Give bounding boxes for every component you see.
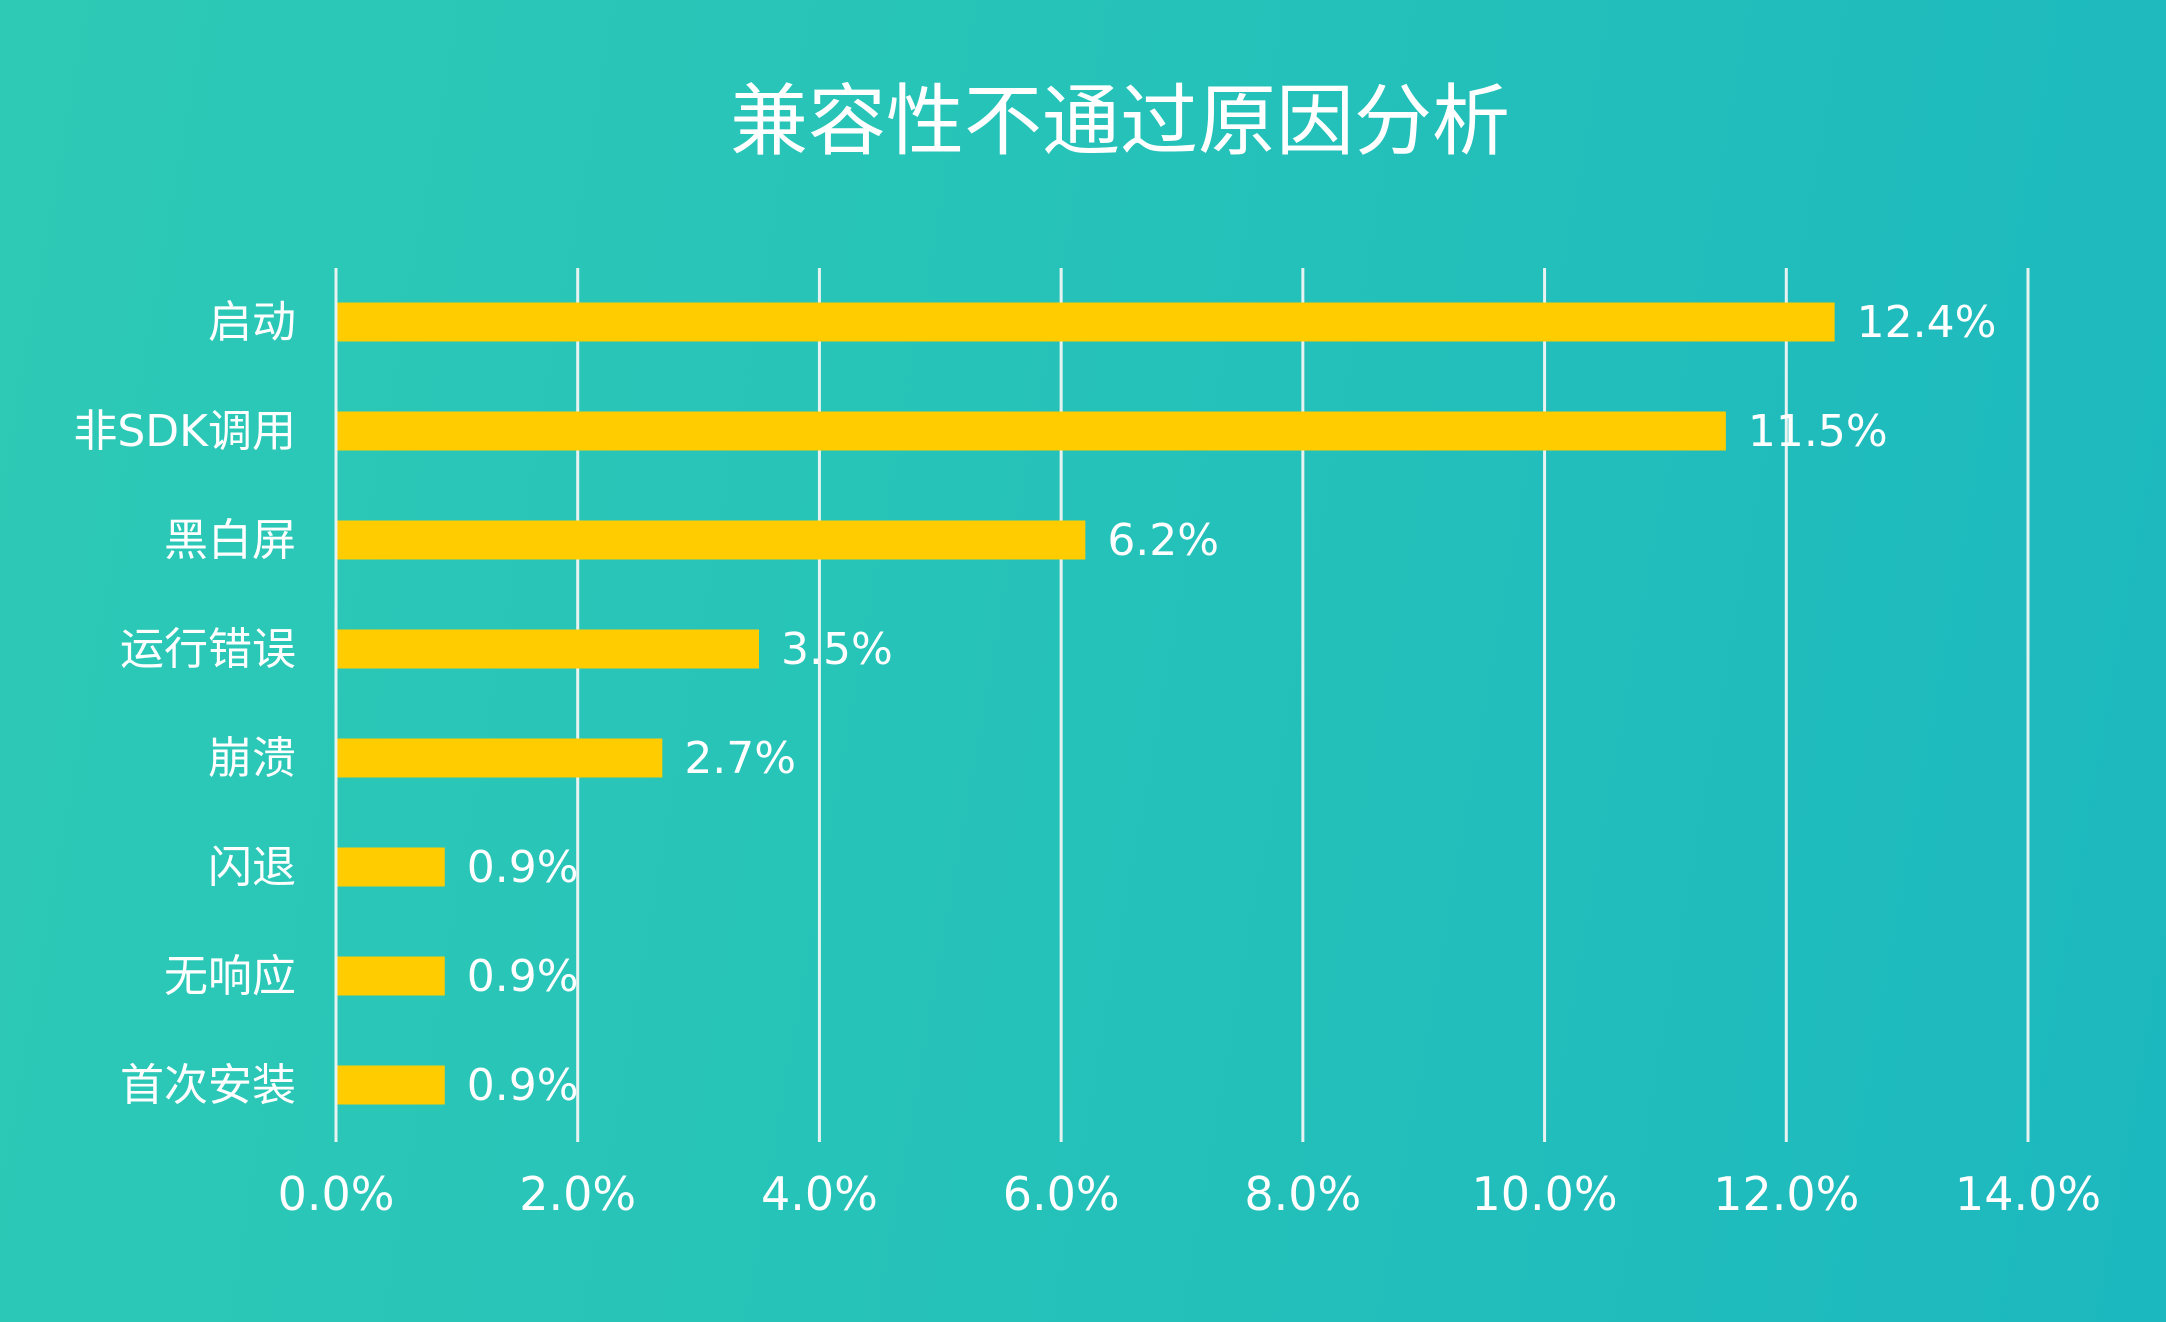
grid-lines: [334, 268, 2030, 1142]
x-axis-tick-labels: 0.0% 2.0% 4.0% 6.0% 8.0% 10.0% 12.0% 14.0%: [278, 1167, 2102, 1221]
value-label: 0.9%: [467, 1060, 579, 1111]
value-label: 6.2%: [1107, 515, 1219, 566]
category-label: 启动: [208, 297, 296, 348]
category-label: 崩溃: [208, 733, 296, 784]
bar: [337, 847, 445, 887]
value-label: 3.5%: [781, 624, 893, 675]
chart-title: 兼容性不通过原因分析: [730, 77, 1510, 167]
bar: [337, 302, 1835, 342]
value-labels: 12.4% 11.5% 6.2% 3.5% 2.7% 0.9% 0.9% 0.9%: [467, 297, 1997, 1111]
value-label: 0.9%: [467, 951, 579, 1002]
x-tick-label: 8.0%: [1244, 1167, 1361, 1221]
bar: [337, 738, 663, 778]
value-label: 12.4%: [1857, 297, 1997, 348]
bar: [337, 1065, 445, 1105]
x-tick-label: 0.0%: [278, 1167, 395, 1221]
x-tick-label: 2.0%: [519, 1167, 636, 1221]
value-label: 0.9%: [467, 842, 579, 893]
x-tick-label: 6.0%: [1003, 1167, 1120, 1221]
category-label: 闪退: [208, 842, 296, 893]
value-label: 2.7%: [684, 733, 796, 784]
category-label: 黑白屏: [164, 515, 296, 566]
bar: [337, 956, 445, 996]
category-label: 运行错误: [120, 624, 296, 675]
x-tick-label: 10.0%: [1472, 1167, 1618, 1221]
x-tick-label: 12.0%: [1713, 1167, 1859, 1221]
x-tick-label: 14.0%: [1955, 1167, 2101, 1221]
category-label: 首次安装: [120, 1060, 296, 1111]
bar: [337, 411, 1726, 451]
category-label: 非SDK调用: [73, 406, 296, 457]
category-label: 无响应: [164, 951, 296, 1002]
bar: [337, 520, 1086, 560]
x-tick-label: 4.0%: [761, 1167, 878, 1221]
bars: [337, 302, 1835, 1105]
value-label: 11.5%: [1748, 406, 1888, 457]
bar: [337, 629, 759, 669]
